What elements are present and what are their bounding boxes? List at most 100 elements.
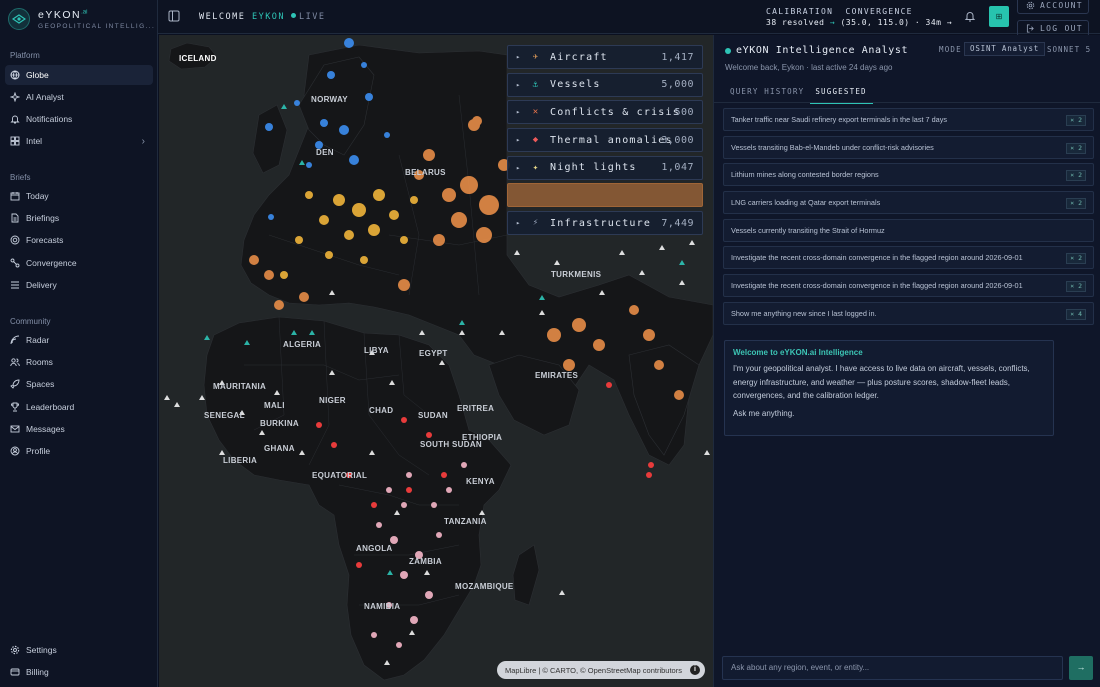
country-label: SUDAN <box>418 411 448 420</box>
aircraft-icon: ✈ <box>532 52 540 62</box>
sidebar-item-intel[interactable]: Intel › <box>5 131 153 151</box>
welcome-user: EYKON <box>251 12 286 22</box>
trophy-icon <box>10 402 20 412</box>
layer-count: 1,047 <box>661 162 694 174</box>
sidebar-toggle-icon[interactable] <box>168 10 180 22</box>
sidebar-item-convergence[interactable]: Convergence <box>5 253 153 273</box>
caret-right-icon: ▸ <box>516 163 522 172</box>
bell-icon <box>10 115 20 124</box>
convergence-label: CONVERGENCE <box>845 7 913 16</box>
suggestion-item[interactable]: Vessels currently transiting the Strait … <box>723 218 1094 242</box>
layer-conflicts[interactable]: ▸ ✕ Conflicts & crisis 500 <box>507 100 703 125</box>
sidebar: eYKON.ai GEOPOLITICAL INTELLIG... Platfo… <box>0 0 158 687</box>
layer-aircraft[interactable]: ▸ ✈ Aircraft 1,417 <box>507 45 703 69</box>
analyst-panel: eYKON Intelligence Analyst Welcome back,… <box>713 35 1100 687</box>
convergence-value: (35.0, 115.0) · 34m <box>840 18 942 27</box>
gear-icon <box>10 645 20 655</box>
map-attribution[interactable]: MapLibre | © CARTO, © OpenStreetMap cont… <box>497 661 705 679</box>
country-label: LIBERIA <box>223 456 258 465</box>
suggestion-item[interactable]: Lithium mines along contested border reg… <box>723 163 1094 187</box>
mode-select[interactable]: OSINT Analyst <box>964 42 1046 56</box>
globe-map[interactable]: ICELAND NORWAY BELARUS TURKMENIS ALGERIA… <box>159 35 713 687</box>
suggestion-item[interactable]: Tanker traffic near Saudi refinery expor… <box>723 108 1094 131</box>
country-label: LIBYA <box>364 346 389 355</box>
sidebar-item-radar[interactable]: Radar <box>5 330 153 350</box>
layer-night-lights[interactable]: ▸ ✦ Night lights 1,047 <box>507 155 703 180</box>
status-readout[interactable]: CALIBRATION CONVERGENCE 38 resolved → (3… <box>766 6 952 28</box>
suggestion-badge: × 2 <box>1066 115 1086 126</box>
sidebar-item-briefings[interactable]: Briefings <box>5 208 153 228</box>
sidebar-item-label: Spaces <box>26 379 55 389</box>
sidebar-item-rooms[interactable]: Rooms <box>5 352 153 372</box>
send-button[interactable]: → <box>1069 656 1093 680</box>
notifications-bell-icon[interactable] <box>964 10 976 22</box>
account-button[interactable]: ACCOUNT <box>1017 0 1089 14</box>
info-icon[interactable]: i <box>690 665 700 675</box>
country-label: EMIRATES <box>535 371 579 380</box>
layer-vessels[interactable]: ▸ ⚓ Vessels 5,000 <box>507 72 703 97</box>
sidebar-item-label: Rooms <box>26 357 53 367</box>
sidebar-item-globe[interactable]: Globe <box>5 65 153 85</box>
card-icon <box>10 668 20 676</box>
country-label: ANGOLA <box>356 544 393 553</box>
tab-suggested[interactable]: SUGGESTED <box>810 82 873 104</box>
country-label: ZAMBIA <box>409 557 442 566</box>
country-label: EQUATORIAL <box>312 471 368 480</box>
live-dot-icon <box>291 13 297 18</box>
account-label: ACCOUNT <box>1040 1 1083 10</box>
country-label: DEN <box>316 148 334 157</box>
calibration-value: 38 resolved <box>766 18 825 27</box>
country-label: MALI <box>264 401 285 410</box>
suggestion-badge: × 2 <box>1066 253 1086 265</box>
mode-label: MODE <box>939 45 962 54</box>
sidebar-item-settings[interactable]: Settings <box>5 640 153 660</box>
calendar-icon <box>10 192 20 201</box>
chevron-right-icon: › <box>141 135 145 147</box>
quick-action-button[interactable]: ⊞ <box>989 6 1009 27</box>
suggestion-item[interactable]: LNG carriers loading at Qatar export ter… <box>723 191 1094 215</box>
sidebar-item-notifications[interactable]: Notifications <box>5 109 153 129</box>
suggestion-item[interactable]: Investigate the recent cross-domain conv… <box>723 246 1094 270</box>
sidebar-item-today[interactable]: Today <box>5 186 153 206</box>
layer-obscured[interactable] <box>507 183 703 208</box>
sidebar-item-ai-analyst[interactable]: AI Analyst <box>5 87 153 107</box>
model-label[interactable]: SONNET 5 <box>1047 45 1092 54</box>
sidebar-item-forecasts[interactable]: Forecasts <box>5 230 153 250</box>
sidebar-item-leaderboard[interactable]: Leaderboard <box>5 397 153 417</box>
sidebar-item-billing[interactable]: Billing <box>5 662 153 682</box>
sidebar-item-label: Today <box>26 191 49 201</box>
grid-icon <box>10 136 20 146</box>
tab-query-history[interactable]: QUERY HISTORY <box>730 87 805 96</box>
layer-thermal[interactable]: ▸ ◆ Thermal anomalies 3,000 <box>507 128 703 153</box>
suggestion-badge: × 2 <box>1066 281 1086 293</box>
suggestion-item[interactable]: Show me anything new since I last logged… <box>723 301 1094 325</box>
sidebar-item-profile[interactable]: Profile <box>5 441 153 461</box>
sidebar-item-label: AI Analyst <box>26 92 64 102</box>
sidebar-item-label: Leaderboard <box>26 402 75 412</box>
suggestion-text: Vessels transiting Bab-el-Mandeb under c… <box>731 142 934 152</box>
brand-suffix: .ai <box>81 9 88 15</box>
country-label: BELARUS <box>405 168 446 177</box>
sidebar-item-delivery[interactable]: Delivery <box>5 275 153 295</box>
brand[interactable]: eYKON.ai GEOPOLITICAL INTELLIG... <box>8 8 155 30</box>
suggestion-item[interactable]: Investigate the recent cross-domain conv… <box>723 274 1094 298</box>
sidebar-item-label: Profile <box>26 446 51 456</box>
caret-right-icon: ▸ <box>516 80 522 89</box>
layer-name: Thermal anomalies <box>550 134 673 146</box>
chat-input[interactable]: Ask about any region, event, or entity..… <box>722 656 1063 680</box>
layer-infrastructure[interactable]: ▸ ⚡ Infrastructure 7,449 <box>507 211 703 236</box>
logout-icon <box>1026 24 1034 33</box>
welcome-message-card: Welcome to eYKON.ai Intelligence I'm you… <box>724 340 1054 436</box>
panel-title: eYKON Intelligence Analyst <box>725 45 908 56</box>
country-label: NAMIBIA <box>364 602 401 611</box>
sidebar-item-spaces[interactable]: Spaces <box>5 374 153 394</box>
layer-name: Vessels <box>550 79 601 91</box>
madagascar-landmass <box>512 544 540 606</box>
crossed-swords-icon: ✕ <box>532 107 540 118</box>
sidebar-item-messages[interactable]: Messages <box>5 419 153 439</box>
live-label: LIVE <box>299 12 326 22</box>
suggestion-item[interactable]: Vessels transiting Bab-el-Mandeb under c… <box>723 135 1094 159</box>
status-dot-icon <box>725 47 731 54</box>
country-label: KENYA <box>466 477 495 486</box>
